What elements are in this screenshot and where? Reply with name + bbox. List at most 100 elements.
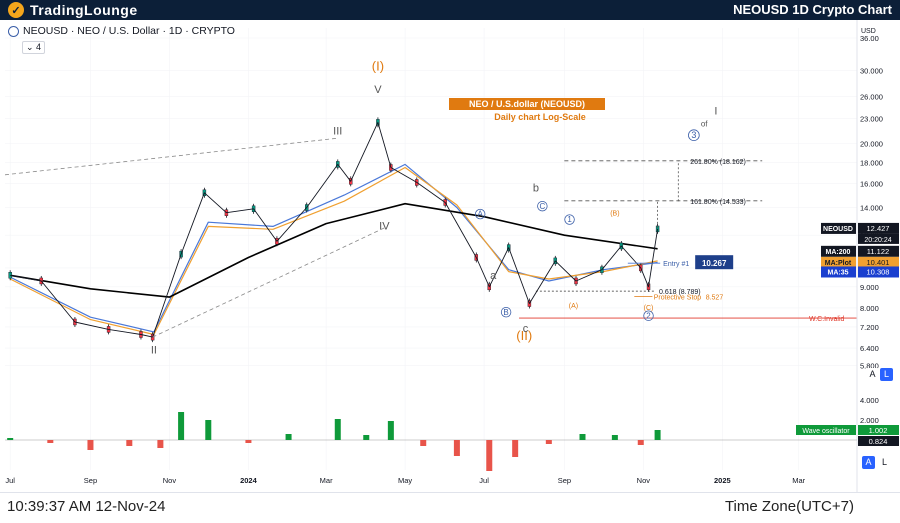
osc-scale-auto-button[interactable]: A	[862, 456, 875, 469]
series-label: MA:Plot	[825, 260, 852, 267]
osc-bar	[453, 440, 460, 456]
osc-value: 0.824	[869, 437, 888, 446]
y-tick-label: 30.000	[860, 67, 883, 76]
ma35-line	[9, 163, 658, 333]
wave-label: (C)	[644, 305, 654, 312]
y-tick-label: 26.000	[860, 92, 883, 101]
osc-tick-label: 2.000	[860, 416, 879, 425]
wave-label: b	[533, 183, 539, 195]
y-tick-label: 9.000	[860, 283, 879, 292]
wave-label: 3	[691, 130, 696, 140]
wave-label: C	[539, 202, 545, 211]
wave-label: A	[478, 210, 484, 219]
entry-value-box	[695, 255, 734, 270]
entry-label: Entry #1	[663, 261, 689, 268]
annotation-title-bg	[449, 98, 605, 110]
timezone-button[interactable]: Time Zone(UTC+7)	[724, 498, 854, 515]
series-label: MA:200	[826, 249, 851, 256]
x-tick-label: Sep	[84, 476, 97, 485]
y-tick-label: 16.000	[860, 180, 883, 189]
x-tick-label: Nov	[163, 476, 177, 485]
wave-label: V	[374, 84, 382, 96]
osc-bar	[363, 435, 370, 440]
osc-bar	[387, 421, 394, 440]
x-tick-label: Sep	[558, 476, 571, 485]
wave-label: I	[714, 106, 717, 118]
osc-name: Wave oscillator	[802, 428, 850, 435]
osc-value-box	[858, 425, 899, 435]
ma-plot-line	[9, 166, 658, 336]
wave-label: of	[701, 119, 708, 128]
y-tick-label: 18.000	[860, 158, 883, 167]
x-tick-label: Mar	[320, 476, 333, 485]
osc-scale-log-button[interactable]: L	[878, 456, 891, 469]
series-value: 12.427	[867, 224, 890, 233]
scale-log-button[interactable]: L	[880, 368, 893, 381]
y-tick-label: 14.000	[860, 204, 883, 213]
series-value: 10.401	[867, 258, 890, 267]
chart-title: NEOUSD 1D Crypto Chart	[733, 2, 892, 17]
x-tick-label: Jul	[479, 476, 489, 485]
y-tick-label: 6.400	[860, 344, 879, 353]
series-label-box	[821, 266, 856, 278]
currency-label: USD	[861, 28, 876, 35]
series-label: NEOUSD	[823, 226, 853, 233]
fib-extension-label: 161.80% (14.533)	[690, 199, 746, 206]
indicator-count: 4	[36, 42, 42, 52]
annotation-subtitle: Daily chart Log-Scale	[494, 112, 586, 122]
osc-bar	[579, 434, 586, 440]
osc-bar	[285, 434, 292, 440]
wave-circle	[564, 214, 575, 225]
osc-value: 1.002	[869, 426, 888, 435]
wave-circle	[500, 306, 512, 318]
osc-name-box	[796, 425, 856, 435]
series-sub-value: 20:20:24	[864, 237, 891, 244]
osc-bar	[420, 440, 427, 446]
indicator-chevron-icon: ⌄	[26, 42, 37, 52]
x-tick-label: Mar	[792, 476, 805, 485]
wave-circle	[688, 129, 700, 142]
price-chart-svg[interactable]: 261.80% (18.162) 161.80% (14.533) Entry #1…	[0, 20, 900, 492]
wave-label: (A)	[569, 303, 578, 310]
wave-trendline	[152, 227, 385, 338]
entry-value: 10.267	[702, 259, 727, 268]
wave-circle	[475, 208, 486, 220]
indicator-count-button[interactable]: ⌄ 4	[22, 41, 46, 54]
osc-bar	[87, 440, 94, 450]
osc-bar	[205, 420, 212, 440]
annotation-title: NEO / U.S.dollar (NEOUSD)	[469, 99, 585, 109]
x-tick-label: 2024	[240, 476, 258, 485]
series-value-box	[858, 245, 899, 257]
y-tick-label: 23.000	[860, 114, 883, 123]
series-label: MA:35	[827, 269, 848, 276]
price-line	[10, 121, 659, 338]
osc-bar	[654, 430, 661, 440]
wave-label: a	[490, 270, 497, 282]
scale-auto-button[interactable]: A	[866, 368, 879, 381]
brand-logo: ✓ TradingLounge	[8, 0, 138, 20]
osc-bar	[512, 440, 519, 457]
osc-bar	[486, 440, 493, 471]
wave-label: (I)	[372, 59, 384, 74]
series-label-box	[821, 256, 856, 268]
symbol-info[interactable]: NEOUSD · NEO / U.S. Dollar · 1D · CRYPTO	[8, 25, 235, 37]
top-bar: ✓ TradingLounge NEOUSD 1D Crypto Chart	[0, 0, 900, 20]
y-tick-label: 7.200	[860, 323, 879, 332]
osc-tick-label: 4.000	[860, 396, 879, 405]
series-value-box	[858, 256, 899, 268]
x-tick-label: Jul	[5, 476, 15, 485]
series-label-box	[821, 222, 856, 234]
osc-value-box	[858, 436, 899, 446]
ma200-line	[10, 202, 658, 298]
x-tick-label: 2025	[714, 476, 731, 485]
stop-value: 8.527	[706, 295, 724, 302]
wave-label: c	[523, 323, 529, 335]
osc-bar	[637, 440, 644, 445]
wave-label: (B)	[610, 210, 619, 217]
chart-area[interactable]: 261.80% (18.162) 161.80% (14.533) Entry #1…	[0, 20, 900, 492]
y-tick-label: 20.000	[860, 140, 883, 149]
y-tick-label: 36.00	[860, 34, 879, 43]
series-sub-box	[858, 233, 899, 244]
stop-label: Protective Stop	[654, 295, 702, 302]
footer-timestamp: 10:39:37 AM 12-Nov-24	[7, 498, 166, 515]
